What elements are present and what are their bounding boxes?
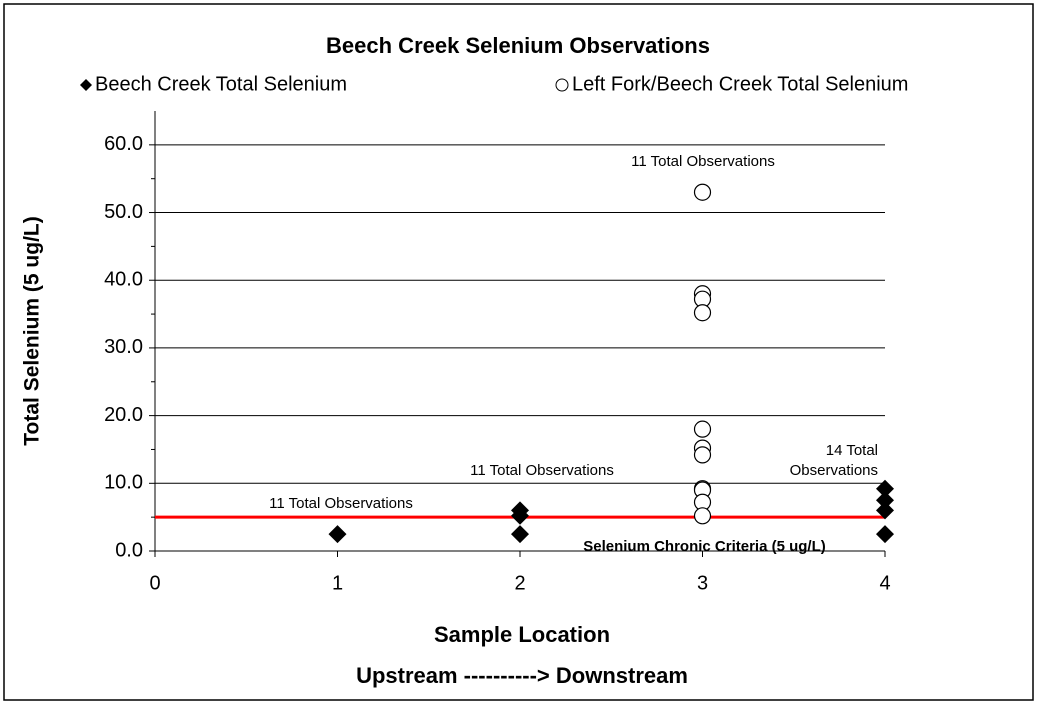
point: [876, 491, 894, 510]
point: [693, 420, 712, 438]
point: [693, 507, 712, 525]
y-tick-label: 50.0: [104, 201, 143, 223]
legend-marker: [555, 78, 569, 92]
point: [876, 479, 894, 498]
point: [876, 525, 894, 544]
y-axis-label: Total Selenium (5 ug/L): [21, 216, 44, 445]
x-axis-label: Sample Location: [434, 622, 610, 647]
x-tick-label: 2: [514, 572, 525, 594]
reference-label: Selenium Chronic Criteria (5 ug/L): [583, 538, 826, 555]
annotation: 14 Total: [826, 442, 878, 459]
point: [511, 501, 529, 520]
y-tick-label: 40.0: [104, 269, 143, 291]
x-tick-label: 4: [879, 572, 890, 594]
point: [693, 446, 712, 464]
x-tick-label: 3: [697, 572, 708, 594]
legend-label: Left Fork/Beech Creek Total Selenium: [572, 73, 908, 95]
annotation: 11 Total Observations: [269, 495, 413, 512]
legend-marker: [80, 79, 92, 91]
chart-border: [3, 3, 1034, 701]
point: [511, 525, 529, 544]
point: [876, 501, 894, 520]
x-tick-label: 0: [149, 572, 160, 594]
annotation: 11 Total Observations: [470, 462, 614, 479]
annotation: Observations: [790, 462, 878, 479]
y-tick-label: 20.0: [104, 404, 143, 426]
legend-label: Beech Creek Total Selenium: [95, 73, 347, 95]
x-axis-sublabel: Upstream ----------> Downstream: [356, 663, 688, 688]
x-tick-label: 1: [332, 572, 343, 594]
point: [328, 525, 347, 544]
chart-title: Beech Creek Selenium Observations: [326, 33, 710, 58]
y-tick-label: 60.0: [104, 133, 143, 155]
y-tick-label: 0.0: [115, 539, 143, 561]
annotation: 11 Total Observations: [631, 153, 775, 170]
y-tick-label: 10.0: [104, 472, 143, 494]
point: [693, 304, 712, 322]
point: [693, 183, 712, 201]
y-tick-label: 30.0: [104, 336, 143, 358]
